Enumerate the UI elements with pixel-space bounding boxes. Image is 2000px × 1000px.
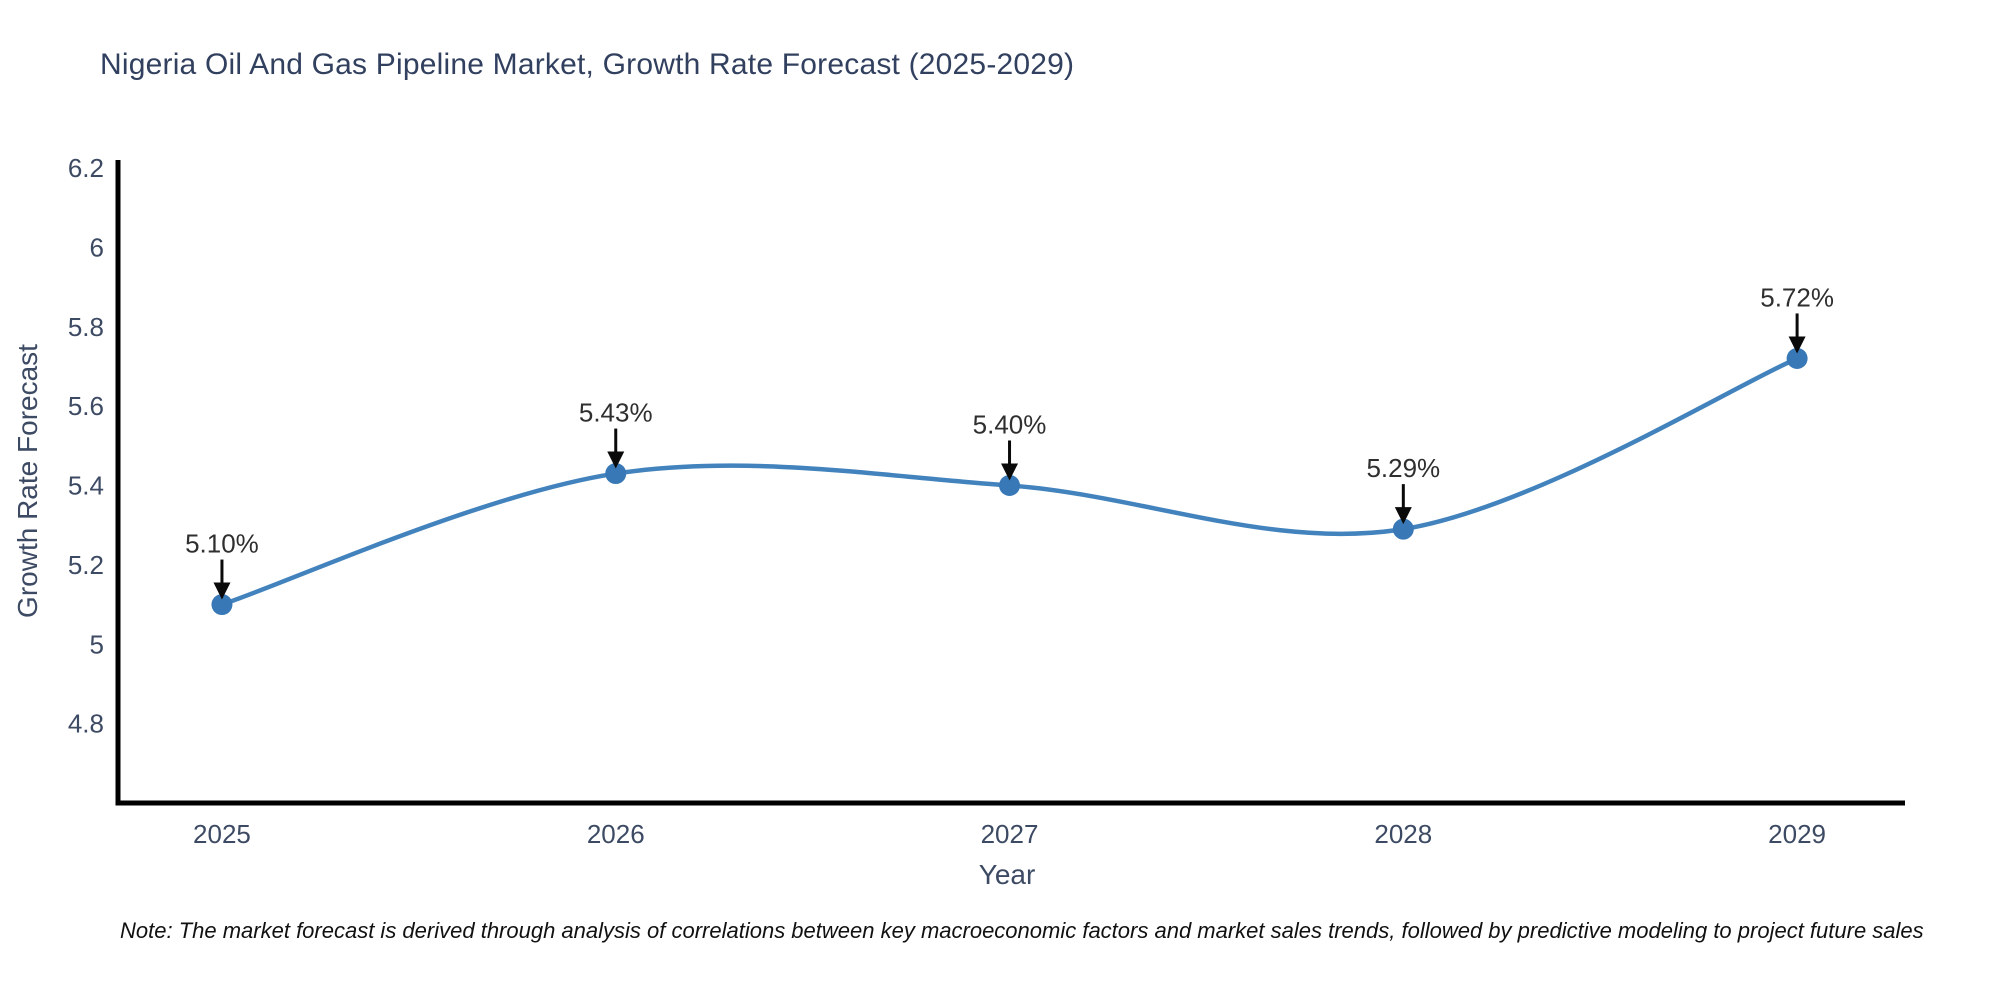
annotation-arrowhead-2028 bbox=[1394, 507, 1412, 525]
x-tick-label-2028: 2028 bbox=[1374, 819, 1432, 849]
footnote: Note: The market forecast is derived thr… bbox=[120, 918, 1924, 943]
data-point-marker-2025 bbox=[211, 594, 233, 616]
annotation-arrowhead-2026 bbox=[607, 451, 625, 469]
y-tick-label-4.8: 4.8 bbox=[68, 709, 104, 739]
y-tick-label-5.4: 5.4 bbox=[68, 471, 104, 501]
annotation-label-2025: 5.10% bbox=[185, 529, 259, 559]
annotation-label-2028: 5.29% bbox=[1366, 453, 1440, 483]
data-point-marker-2027 bbox=[999, 474, 1021, 496]
x-tick-label-2025: 2025 bbox=[193, 819, 251, 849]
annotation-arrowhead-2027 bbox=[1001, 463, 1019, 481]
annotation-label-2027: 5.40% bbox=[973, 409, 1047, 439]
data-point-marker-2029 bbox=[1786, 347, 1808, 369]
x-tick-label-2029: 2029 bbox=[1768, 819, 1826, 849]
x-axis-title: Year bbox=[978, 859, 1036, 890]
y-tick-label-6.2: 6.2 bbox=[68, 153, 104, 183]
y-tick-label-5.2: 5.2 bbox=[68, 550, 104, 580]
y-tick-label-6: 6 bbox=[90, 232, 104, 262]
y-tick-label-5.8: 5.8 bbox=[68, 312, 104, 342]
data-point-marker-2028 bbox=[1392, 518, 1414, 540]
annotation-label-2029: 5.72% bbox=[1760, 282, 1834, 312]
chart-title: Nigeria Oil And Gas Pipeline Market, Gro… bbox=[100, 48, 1075, 81]
annotation-label-2026: 5.43% bbox=[579, 398, 653, 428]
data-point-marker-2026 bbox=[605, 463, 627, 485]
y-tick-label-5.6: 5.6 bbox=[68, 391, 104, 421]
y-tick-label-5: 5 bbox=[90, 629, 104, 659]
x-tick-label-2026: 2026 bbox=[587, 819, 645, 849]
x-tick-label-2027: 2027 bbox=[981, 819, 1039, 849]
annotation-arrowhead-2025 bbox=[213, 582, 231, 600]
annotation-arrowhead-2029 bbox=[1788, 336, 1806, 354]
